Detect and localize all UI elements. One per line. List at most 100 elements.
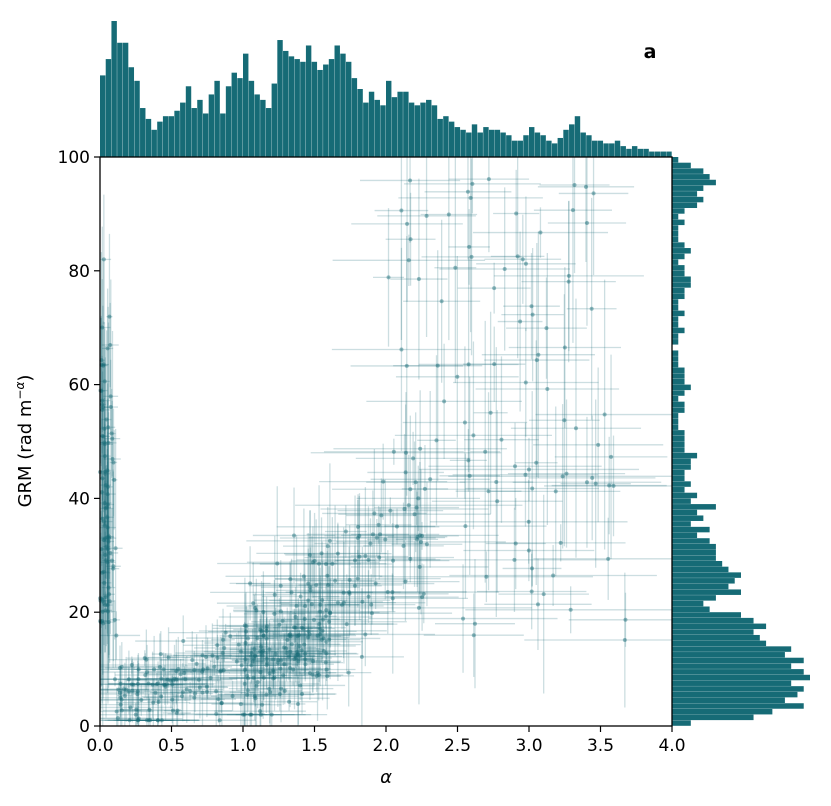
right-histogram-bar bbox=[672, 458, 691, 465]
data-point bbox=[275, 660, 280, 665]
top-histogram-bar bbox=[574, 116, 581, 157]
data-point bbox=[107, 592, 112, 597]
data-point bbox=[106, 425, 111, 430]
data-point bbox=[252, 653, 257, 658]
right-histogram-bar bbox=[672, 669, 804, 675]
data-point bbox=[355, 536, 360, 541]
data-point bbox=[236, 642, 241, 647]
data-point bbox=[523, 472, 528, 477]
data-point bbox=[242, 623, 247, 628]
top-histogram-bar bbox=[391, 97, 398, 157]
data-point bbox=[200, 653, 205, 658]
top-histogram-bar bbox=[225, 86, 232, 157]
data-point bbox=[368, 541, 373, 546]
data-point bbox=[129, 663, 134, 668]
data-point bbox=[146, 718, 151, 723]
data-point bbox=[102, 580, 107, 585]
data-point bbox=[343, 529, 348, 534]
data-point bbox=[192, 695, 197, 700]
data-point bbox=[289, 642, 294, 647]
data-point bbox=[111, 460, 116, 465]
data-point bbox=[415, 537, 420, 542]
data-point bbox=[119, 664, 124, 669]
data-point bbox=[200, 690, 205, 695]
data-point bbox=[369, 602, 374, 607]
data-point bbox=[136, 716, 141, 721]
data-point bbox=[308, 588, 313, 593]
data-point bbox=[102, 501, 107, 506]
right-histogram-bar bbox=[672, 549, 716, 556]
data-point bbox=[219, 701, 224, 706]
data-point bbox=[341, 600, 346, 605]
top-histogram-bar bbox=[100, 75, 106, 157]
data-point bbox=[131, 682, 136, 687]
data-point bbox=[319, 551, 324, 556]
top-histogram-bar bbox=[603, 143, 609, 157]
data-point bbox=[562, 345, 567, 350]
data-point bbox=[279, 686, 284, 691]
data-point bbox=[294, 603, 299, 608]
data-point bbox=[234, 659, 239, 664]
data-point bbox=[244, 629, 249, 634]
data-point bbox=[100, 405, 105, 410]
top-histogram-bar bbox=[311, 61, 318, 157]
data-point bbox=[245, 676, 250, 681]
data-point bbox=[214, 711, 219, 716]
right-histogram-bar bbox=[672, 697, 785, 704]
data-point bbox=[486, 177, 491, 182]
top-histogram-bar bbox=[185, 86, 192, 157]
data-point bbox=[418, 539, 423, 544]
data-point bbox=[220, 651, 225, 656]
data-point bbox=[100, 407, 105, 412]
data-point bbox=[157, 665, 162, 670]
right-histogram-bar bbox=[672, 367, 685, 374]
top-histogram-bar bbox=[271, 83, 278, 157]
data-point bbox=[210, 653, 215, 658]
data-point bbox=[560, 474, 565, 479]
data-point bbox=[288, 634, 293, 639]
data-point bbox=[324, 561, 329, 566]
data-point bbox=[385, 589, 390, 594]
data-point bbox=[311, 617, 316, 622]
x-tick-label: 2.5 bbox=[444, 736, 471, 756]
data-point bbox=[272, 675, 277, 680]
data-point bbox=[416, 277, 421, 282]
right-histogram-bar bbox=[672, 265, 685, 271]
top-histogram-bar bbox=[374, 99, 380, 157]
right-histogram-bar bbox=[672, 196, 704, 203]
data-point bbox=[312, 558, 317, 563]
error-bars bbox=[99, 157, 672, 726]
data-point bbox=[370, 532, 375, 537]
data-point bbox=[194, 661, 199, 666]
top-histogram-bar bbox=[351, 78, 358, 157]
data-point bbox=[156, 681, 161, 686]
data-point bbox=[376, 522, 381, 527]
data-point bbox=[325, 544, 330, 549]
right-histogram-bar bbox=[672, 413, 679, 419]
data-point bbox=[596, 442, 601, 447]
right-histogram-bar bbox=[672, 185, 704, 191]
data-point bbox=[107, 599, 112, 604]
data-point bbox=[282, 645, 287, 650]
data-point bbox=[306, 635, 311, 640]
data-point bbox=[242, 681, 247, 686]
x-tick-label: 3.0 bbox=[515, 736, 542, 756]
data-point bbox=[272, 592, 277, 597]
data-point bbox=[109, 431, 114, 436]
data-point bbox=[347, 578, 352, 583]
right-histogram-bar bbox=[672, 361, 679, 368]
data-point bbox=[250, 659, 255, 664]
right-histogram-bar bbox=[672, 316, 679, 322]
data-point bbox=[541, 592, 546, 597]
top-histogram-bar bbox=[471, 124, 478, 157]
top-histogram-bar bbox=[586, 135, 592, 157]
data-point bbox=[288, 665, 293, 670]
data-point bbox=[462, 420, 467, 425]
data-point bbox=[171, 678, 176, 683]
data-point bbox=[372, 511, 377, 516]
data-point bbox=[172, 676, 177, 681]
data-point bbox=[99, 618, 104, 623]
top-histogram-bar bbox=[660, 151, 666, 157]
data-point bbox=[339, 602, 344, 607]
